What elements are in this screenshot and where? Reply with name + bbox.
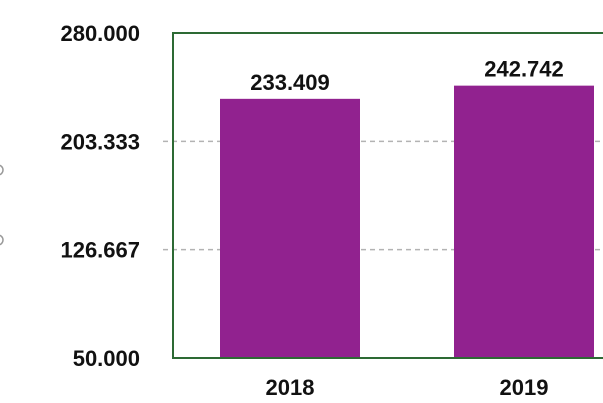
- edge-marker-0: [0, 164, 4, 176]
- x-tick-label-2019: 2019: [500, 375, 549, 400]
- y-tick-label-2: 203.333: [60, 129, 140, 154]
- y-tick-label-0: 50.000: [73, 346, 140, 371]
- y-tick-label-3: 280.000: [60, 21, 140, 46]
- bar-2018: [220, 98, 360, 358]
- bar-2019: [454, 85, 594, 359]
- y-tick-label-1: 126.667: [60, 238, 140, 263]
- bars: [220, 85, 594, 359]
- y-axis-tick-labels: 50.000 126.667 203.333 280.000: [60, 21, 140, 371]
- edge-marker-1: [0, 234, 4, 246]
- edge-markers: [0, 164, 4, 246]
- plot-frame: [172, 32, 603, 359]
- x-tick-label-2018: 2018: [266, 375, 315, 400]
- x-axis-tick-labels: 2018 2019: [266, 375, 549, 400]
- bar-value-label-2019: 242.742: [484, 57, 564, 82]
- bar-value-label-2018: 233.409: [250, 70, 330, 95]
- bar-value-labels: 233.409 242.742: [250, 57, 564, 95]
